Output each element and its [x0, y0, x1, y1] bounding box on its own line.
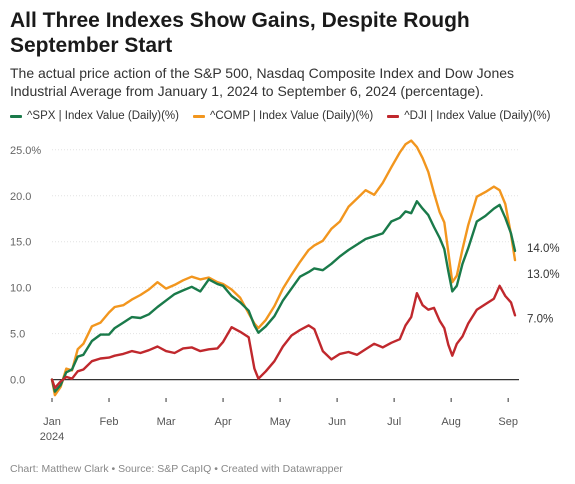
x-tick-label: Jun: [328, 416, 346, 428]
x-tick-label: Jul: [387, 416, 401, 428]
chart-title: All Three Indexes Show Gains, Despite Ro…: [10, 9, 470, 57]
x-axis-ticks: Jan Feb Mar Apr May Jun Jul Aug Sep 2024: [40, 398, 518, 443]
end-label-dji: 7.0%: [527, 313, 553, 325]
x-tick-label: Sep: [498, 416, 518, 428]
series-lines: [50, 139, 517, 397]
y-tick-label: 20.0: [10, 191, 31, 203]
x-year-label: 2024: [40, 431, 64, 443]
chart-footer: Chart: Matthew Clark • Source: S&P CapIQ…: [10, 463, 343, 475]
legend-item-dji: ^DJI | Index Value (Daily)(%): [387, 110, 550, 122]
y-tick-label: 10.0: [10, 283, 31, 295]
gridlines: [52, 149, 519, 381]
legend-label-spx: ^SPX | Index Value (Daily)(%): [27, 110, 179, 122]
y-tick-label: 15.0: [10, 237, 31, 249]
spx-line: [50, 200, 517, 393]
legend-swatch-comp: [192, 114, 205, 118]
x-tick-label: May: [270, 416, 291, 428]
legend-swatch-dji: [387, 114, 400, 118]
legend-item-spx: ^SPX | Index Value (Daily)(%): [10, 110, 179, 122]
end-label-comp: 13.0%: [527, 269, 560, 281]
x-tick-label: Jan: [43, 416, 61, 428]
chart-subtitle: The actual price action of the S&P 500, …: [10, 65, 515, 99]
y-tick-label: 25.0%: [10, 145, 41, 157]
y-tick-label: 0.0: [10, 375, 25, 387]
x-tick-label: Apr: [214, 416, 231, 428]
legend-swatch-spx: [10, 114, 22, 118]
line-chart: 0.05.010.015.020.025.0% Jan Feb Mar Apr May J…: [10, 139, 560, 443]
end-labels: 14.0% 13.0% 7.0%: [527, 243, 560, 325]
end-label-spx: 14.0%: [527, 243, 560, 255]
legend-label-dji: ^DJI | Index Value (Daily)(%): [404, 110, 551, 122]
x-tick-label: Mar: [157, 416, 176, 428]
x-tick-label: Aug: [441, 416, 461, 428]
y-tick-label: 5.0: [10, 329, 25, 341]
legend-label-comp: ^COMP | Index Value (Daily)(%): [209, 110, 374, 122]
x-tick-label: Feb: [100, 416, 119, 428]
y-axis-ticks: 0.0 5.0 10.0 15.0 20.0 25.0%: [10, 145, 41, 387]
dji-line: [50, 284, 517, 390]
legend: ^SPX | Index Value (Daily)(%) ^COMP | In…: [10, 110, 570, 122]
comp-line: [50, 139, 517, 397]
legend-item-comp: ^COMP | Index Value (Daily)(%): [192, 110, 374, 122]
